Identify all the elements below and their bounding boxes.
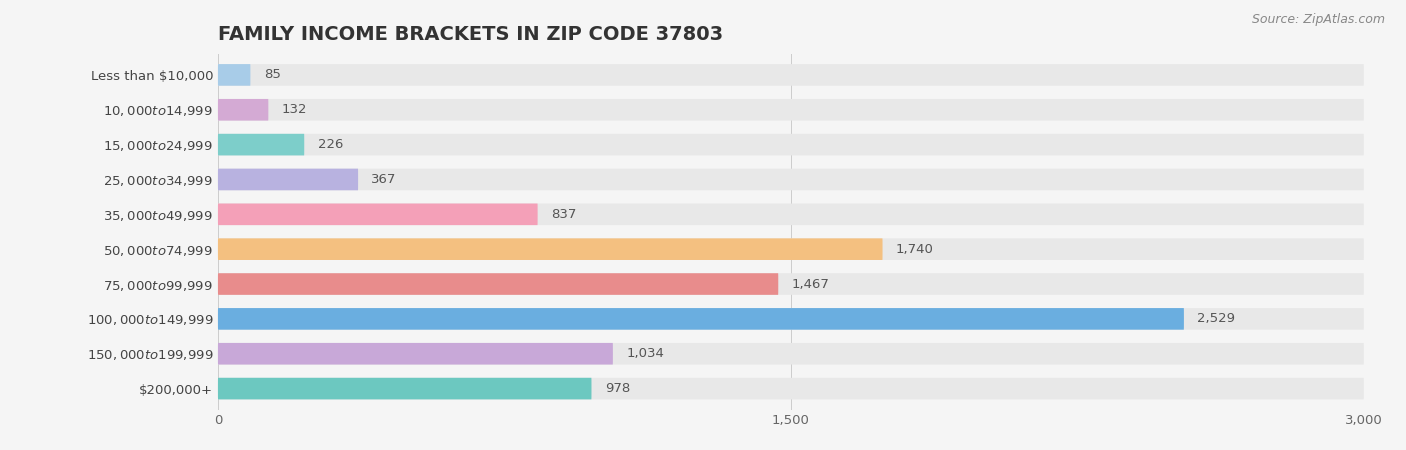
FancyBboxPatch shape (218, 64, 1364, 86)
FancyBboxPatch shape (218, 169, 1364, 190)
FancyBboxPatch shape (218, 203, 537, 225)
FancyBboxPatch shape (218, 238, 1364, 260)
FancyBboxPatch shape (218, 203, 1364, 225)
Text: 1,034: 1,034 (626, 347, 664, 360)
Text: 1,467: 1,467 (792, 278, 830, 291)
Text: 2,529: 2,529 (1198, 312, 1236, 325)
Text: 837: 837 (551, 208, 576, 221)
Text: 367: 367 (371, 173, 396, 186)
FancyBboxPatch shape (218, 343, 613, 364)
Text: 1,740: 1,740 (896, 243, 934, 256)
FancyBboxPatch shape (218, 169, 359, 190)
FancyBboxPatch shape (218, 378, 1364, 400)
Text: 978: 978 (605, 382, 630, 395)
FancyBboxPatch shape (218, 343, 1364, 364)
FancyBboxPatch shape (218, 308, 1364, 330)
FancyBboxPatch shape (218, 99, 1364, 121)
Text: FAMILY INCOME BRACKETS IN ZIP CODE 37803: FAMILY INCOME BRACKETS IN ZIP CODE 37803 (218, 25, 723, 44)
FancyBboxPatch shape (218, 64, 250, 86)
FancyBboxPatch shape (218, 134, 1364, 155)
FancyBboxPatch shape (218, 378, 592, 400)
Text: Source: ZipAtlas.com: Source: ZipAtlas.com (1251, 14, 1385, 27)
FancyBboxPatch shape (218, 99, 269, 121)
FancyBboxPatch shape (218, 273, 779, 295)
FancyBboxPatch shape (218, 308, 1184, 330)
Text: 226: 226 (318, 138, 343, 151)
FancyBboxPatch shape (218, 273, 1364, 295)
FancyBboxPatch shape (218, 134, 304, 155)
Text: 132: 132 (281, 103, 308, 116)
FancyBboxPatch shape (218, 238, 883, 260)
Text: 85: 85 (264, 68, 281, 81)
